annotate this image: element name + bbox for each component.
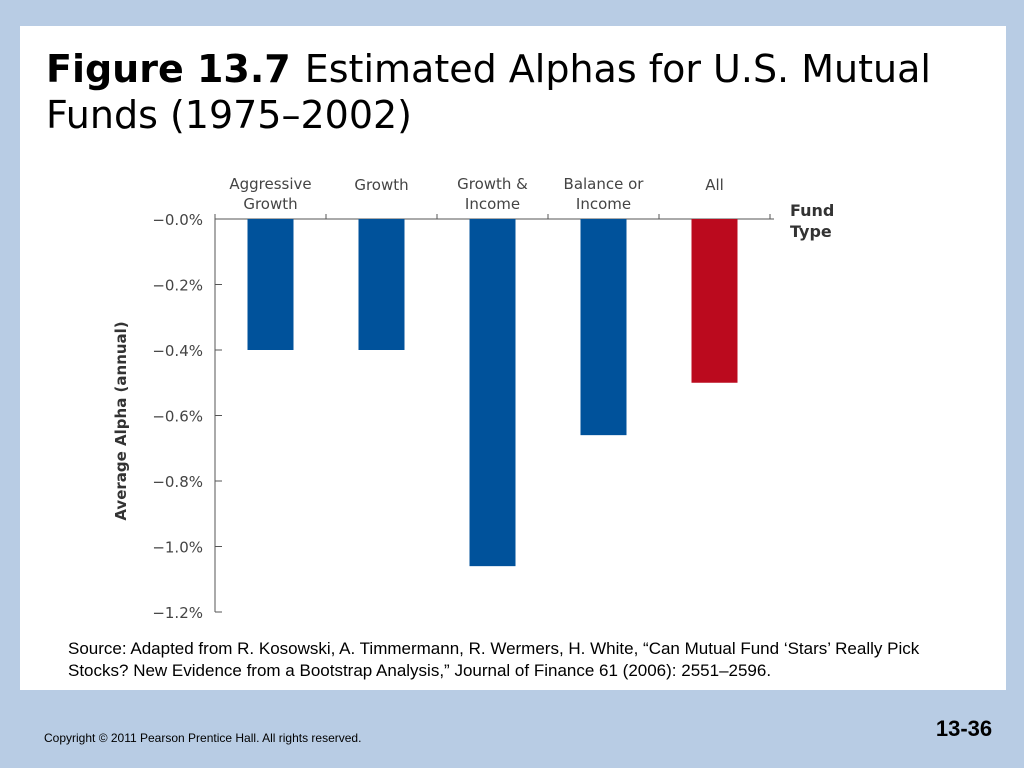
x-category-label: Balance or [564,175,645,193]
slide-number: 13-36 [922,690,1006,768]
x-category-label: Income [576,195,631,213]
x-axis-title: Fund [790,201,834,220]
x-category-label: All [705,176,724,194]
x-category-label: Aggressive [229,175,311,193]
bar [247,219,294,350]
y-tick-label: −0.2% [152,277,203,295]
right-edge-band [1006,0,1024,768]
footer-bar [0,690,1024,768]
bar [358,219,405,350]
y-axis-title: Average Alpha (annual) [112,321,130,520]
bar [580,219,627,436]
chart: −0.0% −0.2% −0.4% −0.6% −0.8% −1.0% −1.2% Aggre… [112,175,834,622]
slide-title: Figure 13.7 Estimated Alphas for U.S. Mut… [46,46,946,138]
y-tick-label: −0.6% [152,408,203,426]
y-tick-label: −0.4% [152,342,203,360]
copyright-notice: Copyright © 2011 Pearson Prentice Hall. … [44,731,362,745]
source-citation: Source: Adapted from R. Kosowski, A. Tim… [68,639,920,680]
y-tick-label: −0.0% [152,211,203,229]
bar-chart-svg: −0.0% −0.2% −0.4% −0.6% −0.8% −1.0% −1.2% Aggre… [112,175,834,622]
bar [691,219,738,383]
y-tick-label: −0.8% [152,473,203,491]
y-tick-label: −1.0% [152,539,203,557]
x-axis-title: Type [790,222,832,241]
x-category-label: Growth [243,195,297,213]
title-text: Estimated Alphas for U.S. Mutual Funds (… [46,47,931,137]
x-category-label: Growth & [457,175,528,193]
x-category-label: Income [465,195,520,213]
bar [469,219,516,567]
y-tick-label: −1.2% [152,604,203,622]
title-figure-number: Figure 13.7 [46,47,291,91]
x-category-label: Growth [354,176,408,194]
